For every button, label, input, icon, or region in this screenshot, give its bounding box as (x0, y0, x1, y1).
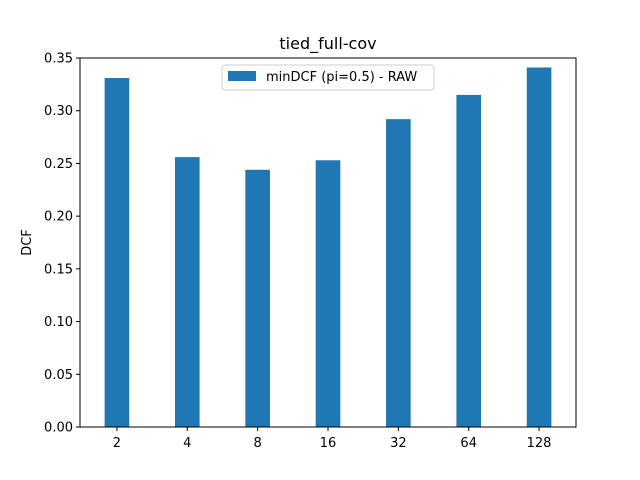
bar-16 (315, 160, 341, 427)
y-tick-label: 0.35 (44, 52, 73, 67)
bar-32 (386, 119, 411, 428)
x-tick-label: 128 (527, 436, 552, 451)
legend: minDCF (pi=0.5) - RAW (221, 64, 435, 91)
legend-label: minDCF (pi=0.5) - RAW (266, 70, 417, 85)
y-tick-label: 0.15 (44, 262, 73, 277)
bar-4 (174, 157, 200, 428)
y-tick-label: 0.05 (44, 368, 73, 383)
bar-128 (526, 67, 552, 427)
y-tick-label: 0.30 (44, 104, 73, 119)
chart-title: tied_full-cov (279, 34, 376, 54)
y-axis-label: DCF (20, 229, 35, 256)
bar-2 (104, 78, 130, 427)
x-tick-label: 2 (113, 436, 121, 451)
x-tick-label: 4 (183, 436, 191, 451)
y-tick-label: 0.00 (44, 421, 73, 436)
plot-frame (79, 57, 577, 428)
y-tick-label: 0.25 (44, 157, 73, 172)
legend-box (221, 64, 435, 91)
x-axis: 2 4 8 16 32 64 128 (113, 427, 552, 451)
bar-8 (245, 169, 270, 428)
legend-swatch (228, 71, 256, 81)
x-tick-label: 8 (254, 436, 262, 451)
x-tick-label: 32 (390, 436, 407, 451)
bars-group (104, 67, 552, 428)
y-tick-label: 0.20 (44, 210, 73, 225)
x-tick-label: 64 (460, 436, 477, 451)
x-tick-label: 16 (320, 436, 337, 451)
y-tick-label: 0.10 (44, 315, 73, 330)
bar-64 (456, 94, 482, 428)
y-axis: 0.00 0.05 0.10 0.15 0.20 0.25 0.30 0.35 (44, 52, 80, 436)
